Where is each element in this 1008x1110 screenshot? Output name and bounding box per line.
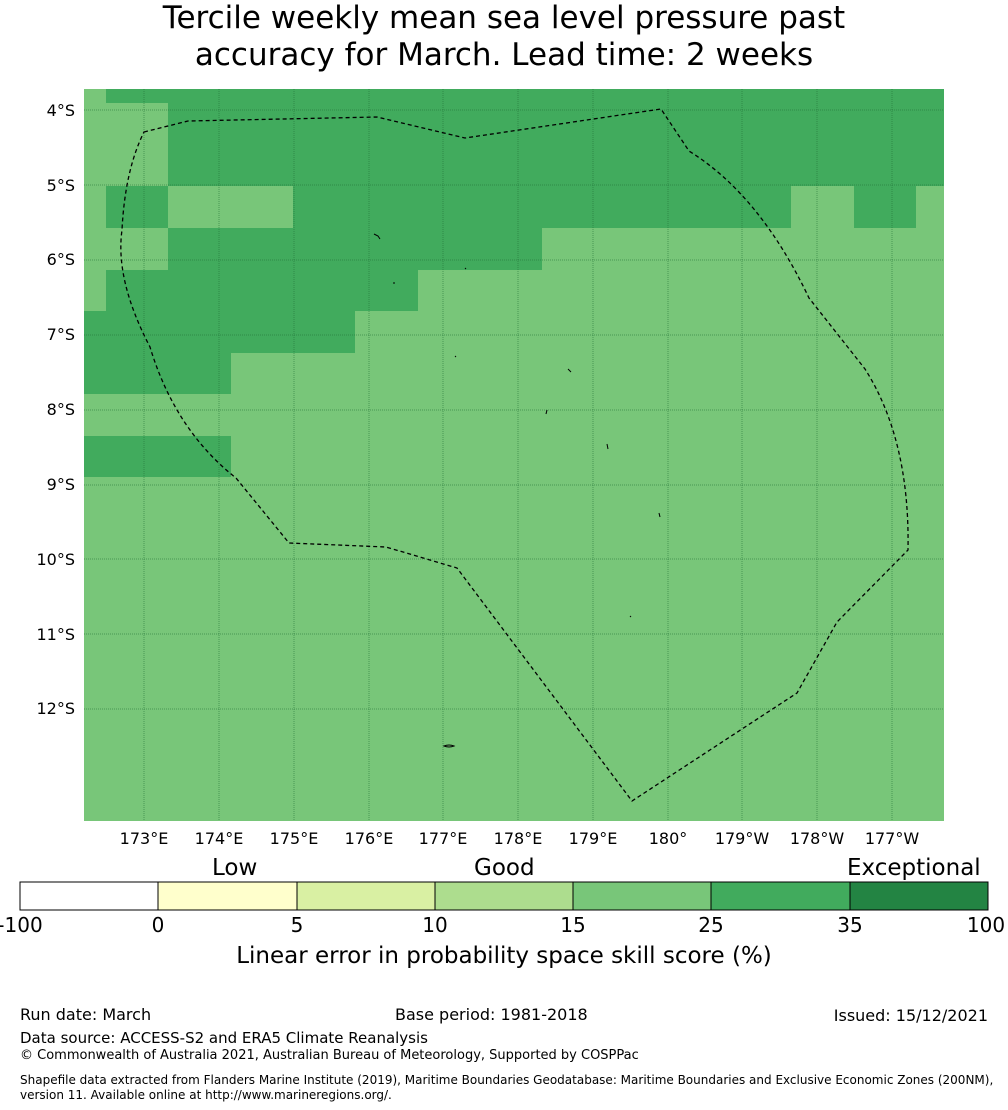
- lon-label: 179°W: [715, 829, 770, 848]
- lat-label: 11°S: [36, 625, 75, 644]
- lat-label: 8°S: [47, 400, 75, 419]
- lon-label: 179°E: [569, 829, 618, 848]
- graticule: [84, 89, 944, 821]
- copyright: © Commonwealth of Australia 2021, Austra…: [20, 1048, 639, 1063]
- lon-label: 178°E: [494, 829, 543, 848]
- colorbar-tick: 10: [422, 913, 448, 937]
- lon-axis-labels: 173°E 174°E 175°E 176°E 177°E 178°E 179°…: [120, 829, 920, 848]
- colorbar-segment: [573, 882, 711, 910]
- lon-label: 176°E: [345, 829, 394, 848]
- title-line-2: accuracy for March. Lead time: 2 weeks: [194, 37, 814, 73]
- lat-label: 5°S: [47, 176, 75, 195]
- shapefile-credit-2: version 11. Available online at http://w…: [20, 1088, 392, 1102]
- lon-label: 177°W: [865, 829, 920, 848]
- colorbar-tick: 100: [966, 913, 1006, 937]
- colorbar-category-low: Low: [212, 855, 258, 881]
- lon-label: 180°: [649, 829, 688, 848]
- colorbar-segment: [20, 882, 158, 910]
- lon-label: 177°E: [419, 829, 468, 848]
- colorbar-label: Linear error in probability space skill …: [236, 943, 772, 969]
- colorbar-segment: [435, 882, 573, 910]
- map-figure: 4°S 5°S 6°S 7°S 8°S 9°S 10°S 11°S 12°S 1…: [36, 89, 944, 848]
- skill-grid: [84, 89, 944, 821]
- lon-label: 175°E: [270, 829, 319, 848]
- colorbar-category-good: Good: [474, 855, 535, 881]
- shapefile-credit-1: Shapefile data extracted from Flanders M…: [20, 1073, 994, 1087]
- colorbar-tick: -100: [0, 913, 43, 937]
- grid-cells-25-35: [84, 89, 944, 477]
- data-source: Data source: ACCESS-S2 and ERA5 Climate …: [20, 1029, 428, 1047]
- colorbar-tick: 35: [837, 913, 863, 937]
- issued-date: Issued: 15/12/2021: [833, 1006, 988, 1025]
- colorbar-tick: 0: [151, 913, 165, 937]
- title-line-1: Tercile weekly mean sea level pressure p…: [162, 0, 846, 36]
- lon-label: 173°E: [120, 829, 169, 848]
- colorbar-segment: [711, 882, 850, 910]
- lat-label: 6°S: [47, 250, 75, 269]
- colorbar-segment: [297, 882, 435, 910]
- eez-boundary: [120, 108, 909, 802]
- lat-label: 12°S: [36, 699, 75, 718]
- run-date: Run date: March: [20, 1005, 152, 1024]
- lat-label: 9°S: [47, 475, 75, 494]
- colorbar-tick: 5: [290, 913, 304, 937]
- islands: [373, 233, 661, 748]
- base-period: Base period: 1981-2018: [395, 1005, 588, 1024]
- colorbar-segment: [850, 882, 988, 910]
- colorbar-segment: [158, 882, 297, 910]
- lon-label: 174°E: [195, 829, 244, 848]
- lat-label: 4°S: [47, 101, 75, 120]
- lat-label: 7°S: [47, 325, 75, 344]
- lon-label: 178°W: [790, 829, 845, 848]
- colorbar: [19, 881, 989, 911]
- colorbar-tick: 15: [560, 913, 586, 937]
- colorbar-category-exceptional: Exceptional: [847, 855, 981, 881]
- lat-axis-labels: 4°S 5°S 6°S 7°S 8°S 9°S 10°S 11°S 12°S: [36, 101, 75, 718]
- lat-label: 10°S: [36, 550, 75, 569]
- colorbar-tick: 25: [698, 913, 724, 937]
